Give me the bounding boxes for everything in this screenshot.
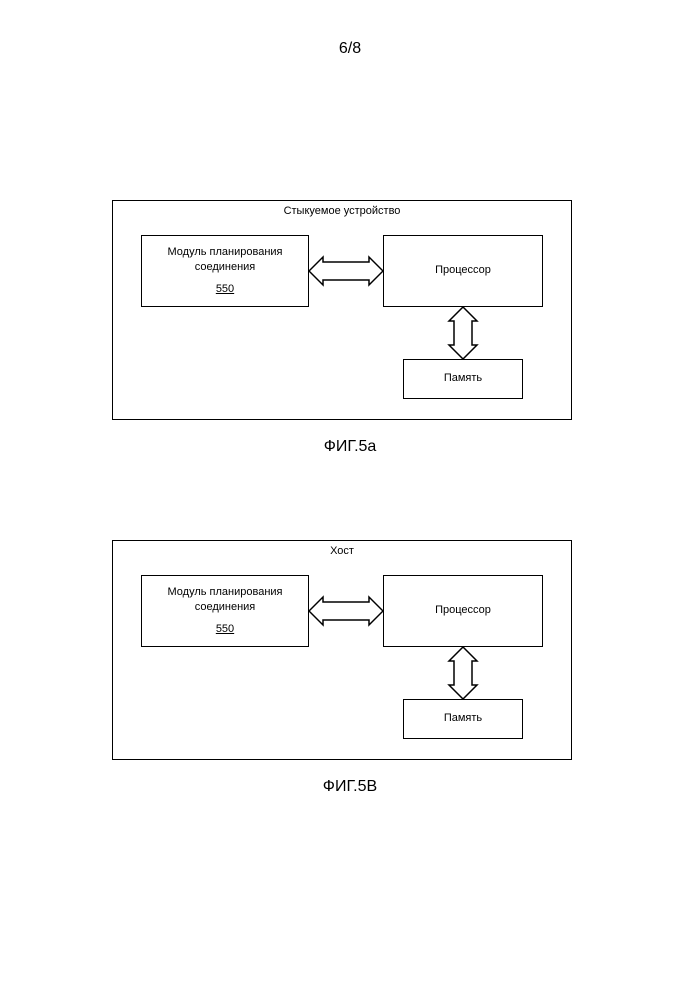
fig5a-memory-label: Память bbox=[444, 371, 482, 386]
fig5a-arrow-v bbox=[440, 307, 486, 359]
fig5a-outer-box: Стыкуемое устройство Модуль планирования… bbox=[112, 200, 572, 420]
fig5b-processor-box: Процессор bbox=[383, 575, 543, 647]
fig5a-caption: ФИГ.5a bbox=[0, 438, 700, 456]
fig5a-planner-ref: 550 bbox=[216, 282, 234, 297]
page-number: 6/8 bbox=[0, 40, 700, 58]
fig5b-memory-box: Память bbox=[403, 699, 523, 739]
fig5b-processor-label: Процессор bbox=[435, 603, 491, 618]
fig5b-planner-box: Модуль планирования соединения 550 bbox=[141, 575, 309, 647]
fig5b-arrow-h bbox=[309, 588, 383, 634]
fig5a-processor-box: Процессор bbox=[383, 235, 543, 307]
fig5b-arrow-v bbox=[440, 647, 486, 699]
fig5a-memory-box: Память bbox=[403, 359, 523, 399]
fig5a-planner-box: Модуль планирования соединения 550 bbox=[141, 235, 309, 307]
fig5a-planner-line1: Модуль планирования bbox=[167, 245, 282, 260]
fig5a-arrow-h bbox=[309, 248, 383, 294]
fig5b-planner-line2: соединения bbox=[195, 600, 256, 615]
fig5b-caption: ФИГ.5B bbox=[0, 778, 700, 796]
fig5b-memory-label: Память bbox=[444, 711, 482, 726]
fig5a-planner-line2: соединения bbox=[195, 260, 256, 275]
fig5b-planner-line1: Модуль планирования bbox=[167, 585, 282, 600]
fig5b-outer-box: Хост Модуль планирования соединения 550 … bbox=[112, 540, 572, 760]
fig5b-title: Хост bbox=[113, 545, 571, 557]
fig5a-processor-label: Процессор bbox=[435, 263, 491, 278]
figure-5b: Хост Модуль планирования соединения 550 … bbox=[112, 540, 572, 760]
figure-5a: Стыкуемое устройство Модуль планирования… bbox=[112, 200, 572, 420]
fig5a-title: Стыкуемое устройство bbox=[113, 205, 571, 217]
fig5b-planner-ref: 550 bbox=[216, 622, 234, 637]
